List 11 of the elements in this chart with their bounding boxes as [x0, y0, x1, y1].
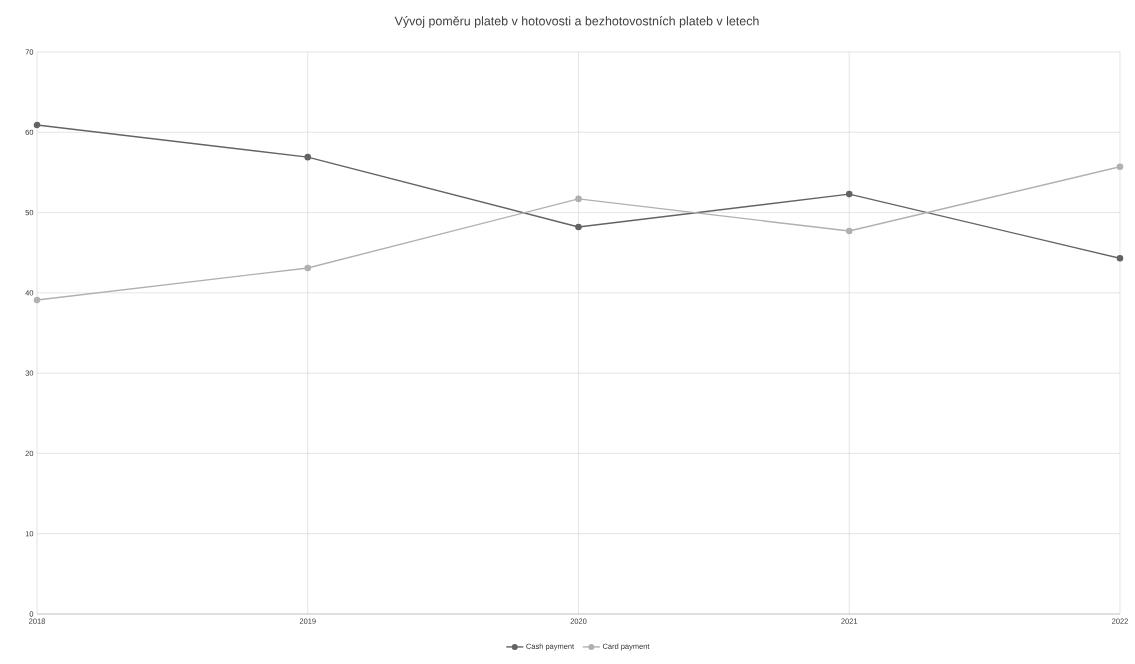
- point: [304, 153, 312, 161]
- point: [845, 227, 853, 235]
- point: [1116, 163, 1124, 171]
- point: [33, 296, 41, 304]
- point: [304, 264, 312, 272]
- point: [1116, 255, 1124, 262]
- point: [845, 190, 853, 198]
- point: [575, 195, 582, 203]
- point: [33, 121, 41, 129]
- point: [575, 223, 582, 231]
- chart-title: Vývoj poměru plateb v hotovosti a bezhotovostních plateb v letech: [394, 16, 759, 28]
